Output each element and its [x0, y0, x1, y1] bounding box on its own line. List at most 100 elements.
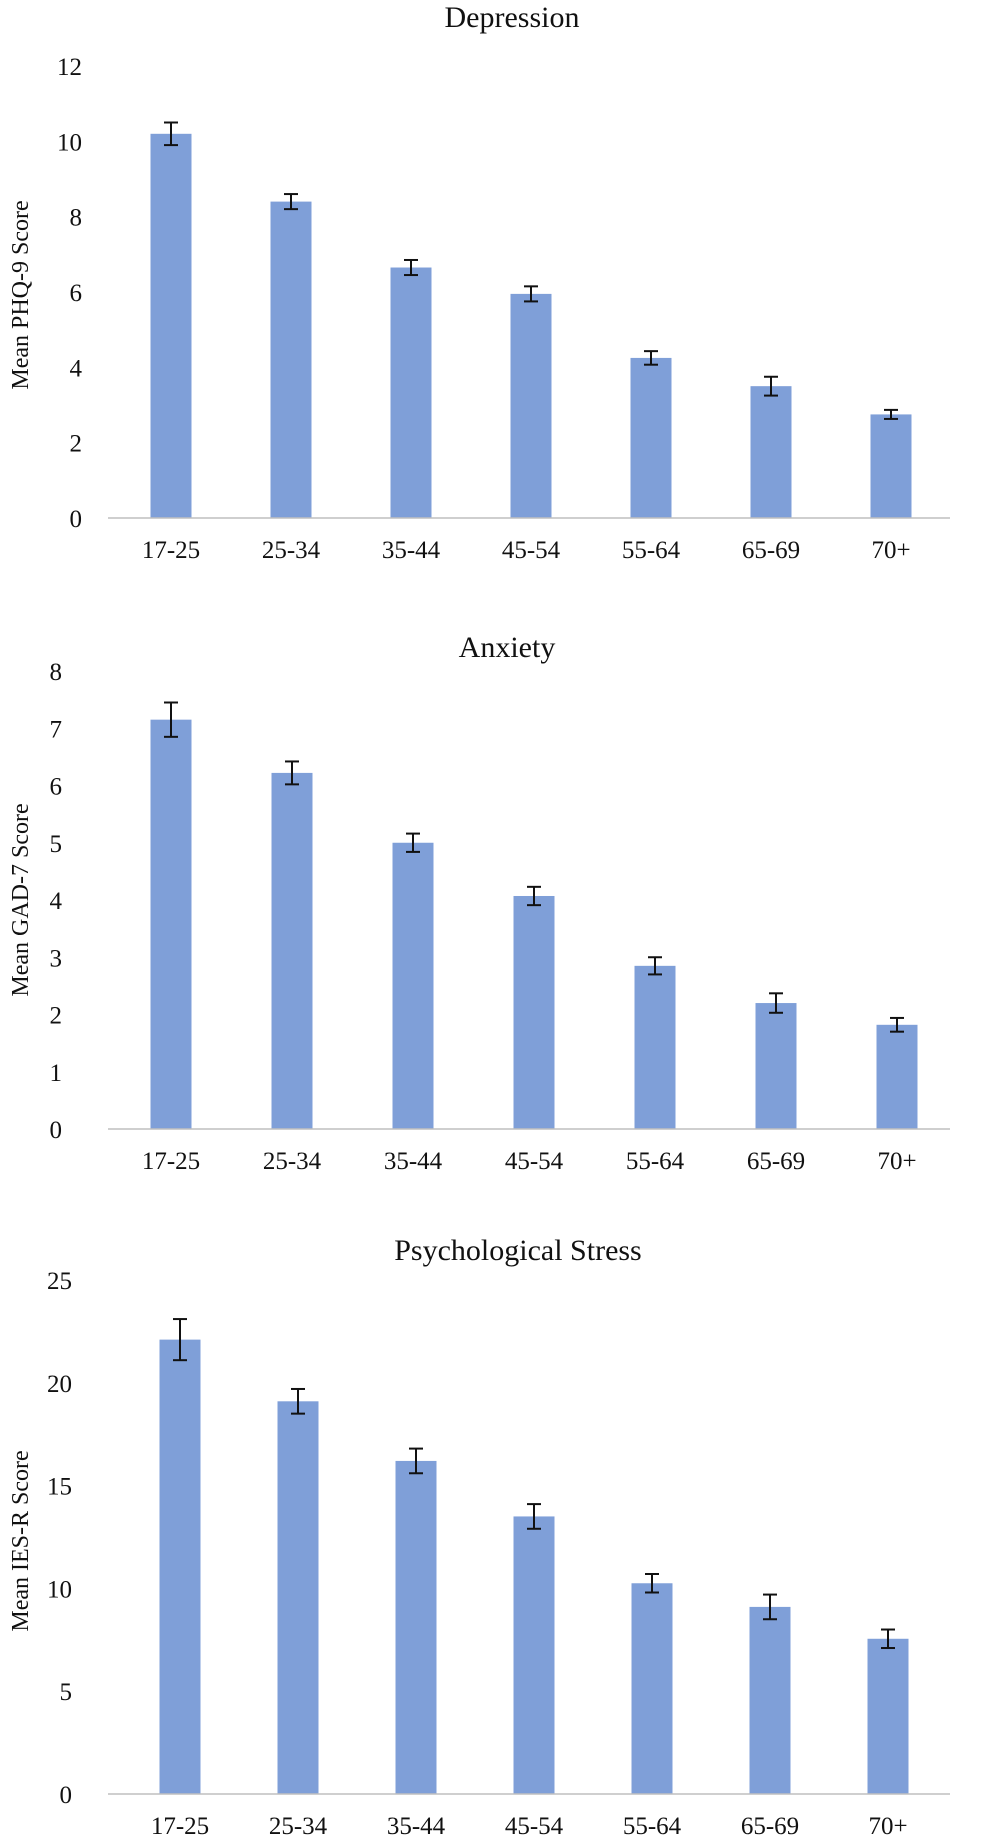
error-bar-55-64 — [648, 956, 662, 976]
error-bar-25-34 — [291, 1387, 305, 1415]
x-tick-label: 35-44 — [387, 1813, 446, 1840]
y-tick-label: 0 — [50, 1117, 63, 1144]
x-tick-label: 45-54 — [505, 1813, 564, 1840]
error-bar-25-34 — [284, 193, 298, 211]
x-axis-ticks: 17-25 25-34 35-44 45-54 55-64 65-69 70+ — [142, 1148, 917, 1175]
x-tick-label: 55-64 — [623, 1813, 682, 1840]
y-tick-label: 4 — [50, 888, 63, 915]
error-bar-70+ — [881, 1628, 895, 1650]
bar-17-25 — [150, 719, 192, 1129]
bar-35-44 — [392, 842, 434, 1129]
chart-title: Anxiety — [459, 631, 556, 664]
x-tick-label: 45-54 — [505, 1148, 564, 1175]
x-tick-label: 55-64 — [622, 537, 681, 564]
error-bars — [164, 701, 904, 1033]
bar-45-54 — [513, 895, 555, 1129]
error-bar-17-25 — [173, 1318, 187, 1362]
y-tick-label: 8 — [50, 659, 63, 686]
y-tick-label: 5 — [60, 1679, 73, 1706]
bars — [159, 1339, 909, 1794]
y-tick-label: 12 — [57, 54, 82, 81]
x-tick-label: 25-34 — [262, 537, 321, 564]
y-tick-label: 0 — [60, 1782, 73, 1809]
x-tick-label: 17-25 — [142, 1148, 200, 1175]
error-bar-65-69 — [763, 1593, 777, 1621]
x-tick-label: 25-34 — [269, 1813, 328, 1840]
bar-45-54 — [510, 293, 552, 518]
y-tick-label: 1 — [50, 1060, 63, 1087]
x-tick-label: 25-34 — [263, 1148, 322, 1175]
error-bar-45-54 — [527, 885, 541, 907]
bar-35-44 — [395, 1460, 437, 1794]
bar-55-64 — [631, 1583, 673, 1794]
error-bar-55-64 — [645, 1573, 659, 1594]
bar-25-34 — [271, 772, 313, 1129]
chart-anxiety: Anxiety Mean GAD-7 Score 0 1 2 3 4 5 6 7 8 17-25… — [8, 631, 950, 1175]
y-axis-ticks: 0 1 2 3 4 5 6 7 8 — [50, 659, 63, 1144]
x-tick-label: 65-69 — [741, 1813, 799, 1840]
error-bars — [164, 121, 898, 420]
error-bar-25-34 — [285, 760, 299, 786]
y-tick-label: 7 — [50, 716, 63, 743]
chart-title: Depression — [445, 1, 580, 34]
bar-25-34 — [277, 1401, 319, 1794]
bar-70+ — [870, 414, 912, 518]
y-tick-label: 4 — [70, 355, 83, 382]
x-tick-label: 70+ — [868, 1813, 907, 1840]
chart-psychological-stress: Psychological Stress Mean IES-R Score 0 5… — [8, 1234, 950, 1840]
error-bar-70+ — [884, 408, 898, 420]
bar-17-25 — [150, 133, 192, 519]
chart-title: Psychological Stress — [394, 1234, 642, 1267]
y-axis-ticks: 0 2 4 6 8 10 12 — [57, 54, 83, 533]
error-bar-65-69 — [764, 375, 778, 397]
error-bar-45-54 — [527, 1503, 541, 1530]
y-axis-label: Mean IES-R Score — [8, 1450, 34, 1631]
y-tick-label: 8 — [70, 205, 83, 232]
y-tick-label: 6 — [70, 280, 83, 307]
y-tick-label: 0 — [70, 506, 83, 533]
x-tick-label: 35-44 — [384, 1148, 443, 1175]
error-bar-35-44 — [409, 1447, 423, 1475]
error-bar-55-64 — [644, 350, 658, 366]
bar-17-25 — [159, 1339, 201, 1794]
bar-55-64 — [630, 357, 672, 518]
y-axis-label: Mean GAD-7 Score — [8, 803, 34, 996]
error-bar-17-25 — [164, 701, 178, 738]
error-bar-65-69 — [769, 992, 783, 1014]
error-bar-35-44 — [406, 832, 420, 853]
bar-70+ — [867, 1638, 909, 1794]
y-tick-label: 2 — [70, 431, 83, 458]
x-tick-label: 70+ — [871, 537, 910, 564]
x-axis-ticks: 17-25 25-34 35-44 45-54 55-64 65-69 70+ — [142, 537, 911, 564]
x-tick-label: 45-54 — [502, 537, 561, 564]
y-tick-label: 10 — [57, 129, 82, 156]
y-tick-label: 15 — [47, 1474, 72, 1501]
bars — [150, 719, 918, 1129]
x-tick-label: 70+ — [877, 1148, 916, 1175]
x-tick-label: 55-64 — [626, 1148, 685, 1175]
y-axis-label: Mean PHQ-9 Score — [8, 200, 34, 389]
bar-65-69 — [755, 1003, 797, 1129]
error-bars — [173, 1318, 895, 1650]
bar-65-69 — [750, 386, 792, 518]
bar-35-44 — [390, 267, 432, 518]
y-tick-label: 2 — [50, 1003, 63, 1030]
y-tick-label: 5 — [50, 831, 63, 858]
bar-45-54 — [513, 1516, 555, 1794]
x-tick-label: 35-44 — [382, 537, 441, 564]
bars — [150, 133, 912, 519]
y-tick-label: 3 — [50, 945, 63, 972]
bar-70+ — [876, 1024, 918, 1129]
x-tick-label: 65-69 — [742, 537, 800, 564]
bar-25-34 — [270, 201, 312, 518]
error-bar-70+ — [890, 1016, 904, 1033]
error-bar-45-54 — [524, 285, 538, 303]
y-axis-ticks: 0 5 10 15 20 25 — [47, 1268, 72, 1809]
x-axis-ticks: 17-25 25-34 35-44 45-54 55-64 65-69 70+ — [151, 1813, 908, 1840]
y-tick-label: 25 — [47, 1268, 72, 1295]
x-tick-label: 17-25 — [151, 1813, 209, 1840]
y-tick-label: 6 — [50, 774, 63, 801]
chart-depression: Depression Mean PHQ-9 Score 0 2 4 6 8 10 12 17… — [8, 1, 950, 564]
